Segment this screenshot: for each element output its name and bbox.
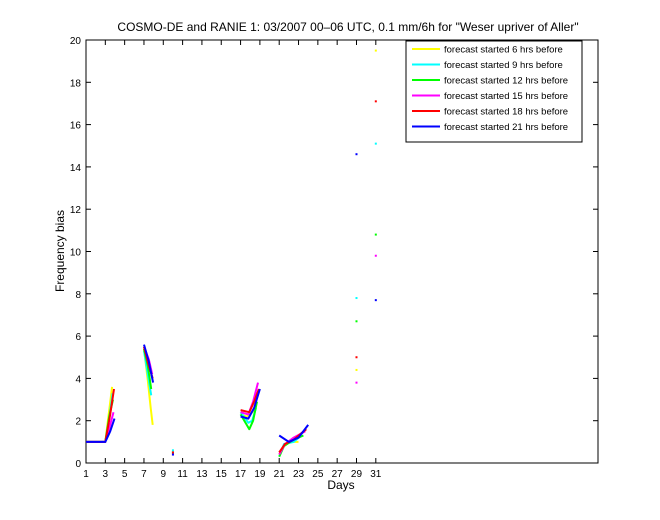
series-line xyxy=(278,424,309,443)
legend-label: forecast started 6 hrs before xyxy=(444,45,563,56)
data-point xyxy=(374,299,377,302)
data-point xyxy=(374,254,377,257)
x-tick-label: 23 xyxy=(293,469,305,480)
chart-title: COSMO-DE and RANIE 1: 03/2007 00–06 UTC,… xyxy=(117,20,578,34)
data-point xyxy=(171,451,174,454)
x-tick-label: 15 xyxy=(216,469,228,480)
legend-label: forecast started 12 hrs before xyxy=(444,76,568,87)
y-axis-label: Frequency bias xyxy=(53,210,67,292)
y-tick-label: 16 xyxy=(70,121,82,132)
data-point xyxy=(374,49,377,52)
legend-label: forecast started 21 hrs before xyxy=(444,122,568,133)
legend: forecast started 6 hrs before forecast st… xyxy=(405,40,583,143)
data-point xyxy=(355,381,358,384)
y-tick-label: 2 xyxy=(75,417,81,428)
x-tick-label: 27 xyxy=(332,469,344,480)
data-point xyxy=(355,153,358,156)
y-tick-label: 12 xyxy=(70,205,82,216)
y-tick-label: 10 xyxy=(70,248,82,259)
data-point xyxy=(355,368,358,371)
x-tick-label: 13 xyxy=(196,469,208,480)
y-tick-label: 8 xyxy=(75,290,81,301)
y-axis: 0 2 4 6 8 10 12 14 16 18 20 xyxy=(70,36,598,470)
series-layer xyxy=(86,49,377,458)
legend-box xyxy=(405,40,583,143)
x-tick-label: 21 xyxy=(274,469,286,480)
data-point xyxy=(355,356,358,359)
x-tick-label: 17 xyxy=(235,469,247,480)
data-point xyxy=(355,320,358,323)
series-line xyxy=(86,418,116,443)
series-line xyxy=(143,344,155,383)
x-tick-label: 11 xyxy=(177,469,188,480)
x-axis: 1 3 5 7 9 11 13 15 17 19 21 23 25 27 29 31 xyxy=(83,40,382,480)
x-axis-label: Days xyxy=(327,478,354,492)
legend-label: forecast started 15 hrs before xyxy=(444,91,568,102)
x-tick-label: 3 xyxy=(103,469,109,480)
y-tick-label: 4 xyxy=(75,374,81,385)
y-tick-label: 0 xyxy=(75,459,81,470)
legend-label: forecast started 18 hrs before xyxy=(444,107,568,118)
y-tick-label: 20 xyxy=(70,36,82,47)
x-tick-label: 19 xyxy=(254,469,266,480)
y-tick-label: 14 xyxy=(70,163,82,174)
data-point xyxy=(374,233,377,236)
x-tick-label: 7 xyxy=(141,469,147,480)
x-tick-label: 9 xyxy=(161,469,167,480)
series-6 xyxy=(86,153,377,456)
y-tick-label: 18 xyxy=(70,78,82,89)
x-tick-label: 31 xyxy=(370,469,382,480)
data-point xyxy=(171,449,174,452)
x-tick-label: 25 xyxy=(312,469,324,480)
x-tick-label: 5 xyxy=(122,469,128,480)
y-tick-label: 6 xyxy=(75,332,81,343)
data-point xyxy=(374,100,377,103)
data-point xyxy=(171,453,174,456)
legend-label: forecast started 9 hrs before xyxy=(444,60,563,71)
series-line xyxy=(240,388,260,414)
x-tick-label: 1 xyxy=(83,469,89,480)
series-line xyxy=(239,401,258,431)
x-tick-label: 29 xyxy=(351,469,363,480)
data-point xyxy=(374,142,377,145)
series-line xyxy=(240,388,261,420)
data-point xyxy=(355,297,358,300)
